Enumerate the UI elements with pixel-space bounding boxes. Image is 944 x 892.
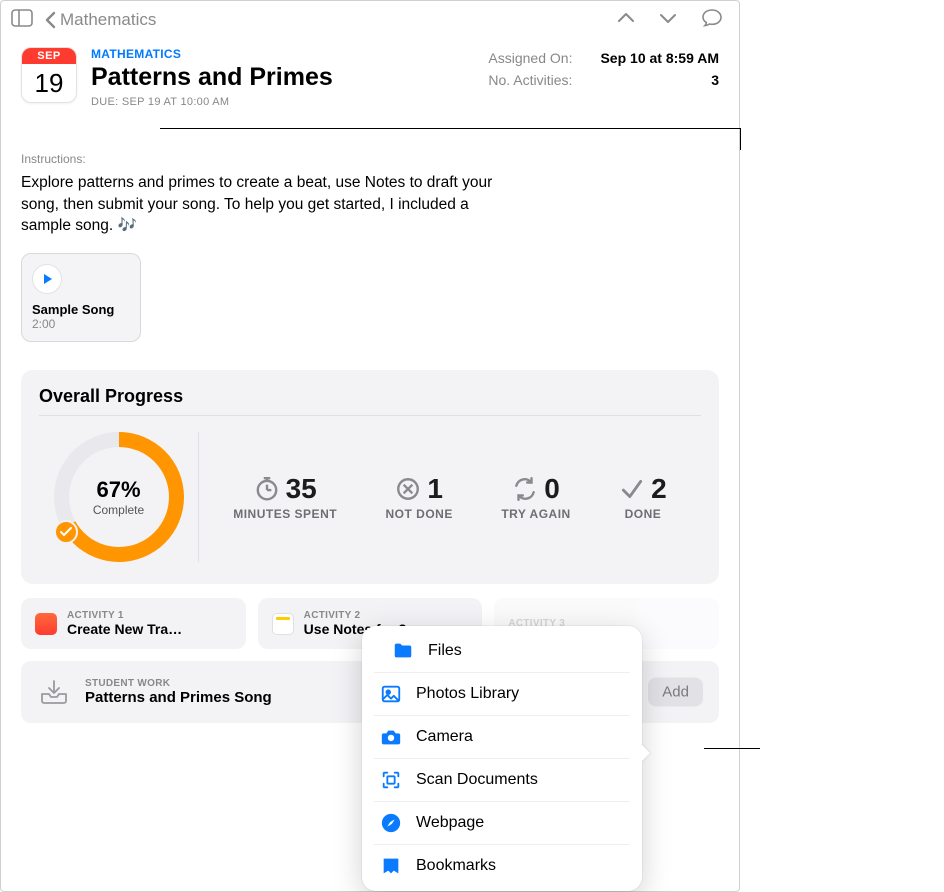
chevron-up-icon[interactable] [617,11,635,29]
instructions-text: Explore patterns and primes to create a … [21,172,521,237]
progress-card: Overall Progress 67% Complete [21,370,719,584]
folder-icon [392,640,414,662]
callout-line [704,748,760,749]
assigned-on-label: Assigned On: [488,50,572,66]
progress-ring: 67% Complete [54,432,184,562]
assignment-title: Patterns and Primes [91,63,333,92]
calendar-month: SEP [22,48,76,64]
play-icon[interactable] [32,264,62,294]
back-button[interactable]: Mathematics [45,10,156,30]
sidebar-toggle-icon[interactable] [11,9,33,32]
popover-item-bookmarks[interactable]: Bookmarks [374,844,630,887]
due-label: DUE: SEP 19 AT 10:00 AM [91,96,333,108]
stat-done: 2 DONE [619,473,667,521]
stat-try-again: 0 TRY AGAIN [501,473,570,521]
callout-line [740,128,741,150]
top-toolbar: Mathematics [1,1,739,39]
clock-icon [254,476,280,502]
stat-minutes: 35 MINUTES SPENT [233,473,337,521]
chevron-down-icon[interactable] [659,11,677,29]
comment-icon[interactable] [701,8,723,33]
callout-line [160,128,740,129]
camera-icon [380,726,402,748]
progress-check-icon [54,520,78,544]
progress-heading: Overall Progress [39,386,701,407]
subject-label: MATHEMATICS [91,47,333,61]
attachment-duration: 2:00 [32,317,130,331]
progress-sublabel: Complete [93,503,144,517]
activity-2-icon [272,613,294,635]
bookmark-icon [380,855,402,877]
attachment-title: Sample Song [32,302,130,317]
activity-1[interactable]: ACTIVITY 1 Create New Tra… [21,598,246,649]
instructions-heading: Instructions: [21,152,719,166]
popover-tail [641,744,650,762]
add-button[interactable]: Add [648,678,703,707]
stat-not-done: 1 NOT DONE [386,473,453,521]
due-date-badge: SEP 19 [21,47,77,103]
popover-item-photos[interactable]: Photos Library [374,672,630,715]
assignment-header: SEP 19 MATHEMATICS Patterns and Primes D… [21,47,719,108]
retry-icon [512,476,538,502]
check-icon [619,476,645,502]
popover-item-files[interactable]: Files [374,630,630,672]
activity-1-icon [35,613,57,635]
add-popover: Files Photos Library Camera Scan Documen… [362,626,642,891]
progress-stats: 35 MINUTES SPENT 1 NOT DONE [199,473,701,521]
student-work-eyebrow: STUDENT WORK [85,678,272,689]
popover-item-camera[interactable]: Camera [374,715,630,758]
progress-percent: 67% [96,477,140,503]
assignment-meta: Assigned On: Sep 10 at 8:59 AM No. Activ… [488,47,719,108]
activities-count-label: No. Activities: [488,72,572,88]
student-work-title: Patterns and Primes Song [85,689,272,706]
photo-icon [380,683,402,705]
back-label: Mathematics [60,10,156,30]
activities-count-value: 3 [711,72,719,88]
sample-song-attachment[interactable]: Sample Song 2:00 [21,253,141,342]
inbox-icon [39,677,69,707]
assigned-on-value: Sep 10 at 8:59 AM [600,50,719,66]
safari-icon [380,812,402,834]
popover-item-scan[interactable]: Scan Documents [374,758,630,801]
scan-icon [380,769,402,791]
popover-item-webpage[interactable]: Webpage [374,801,630,844]
not-done-icon [395,476,421,502]
calendar-day: 19 [22,64,76,102]
